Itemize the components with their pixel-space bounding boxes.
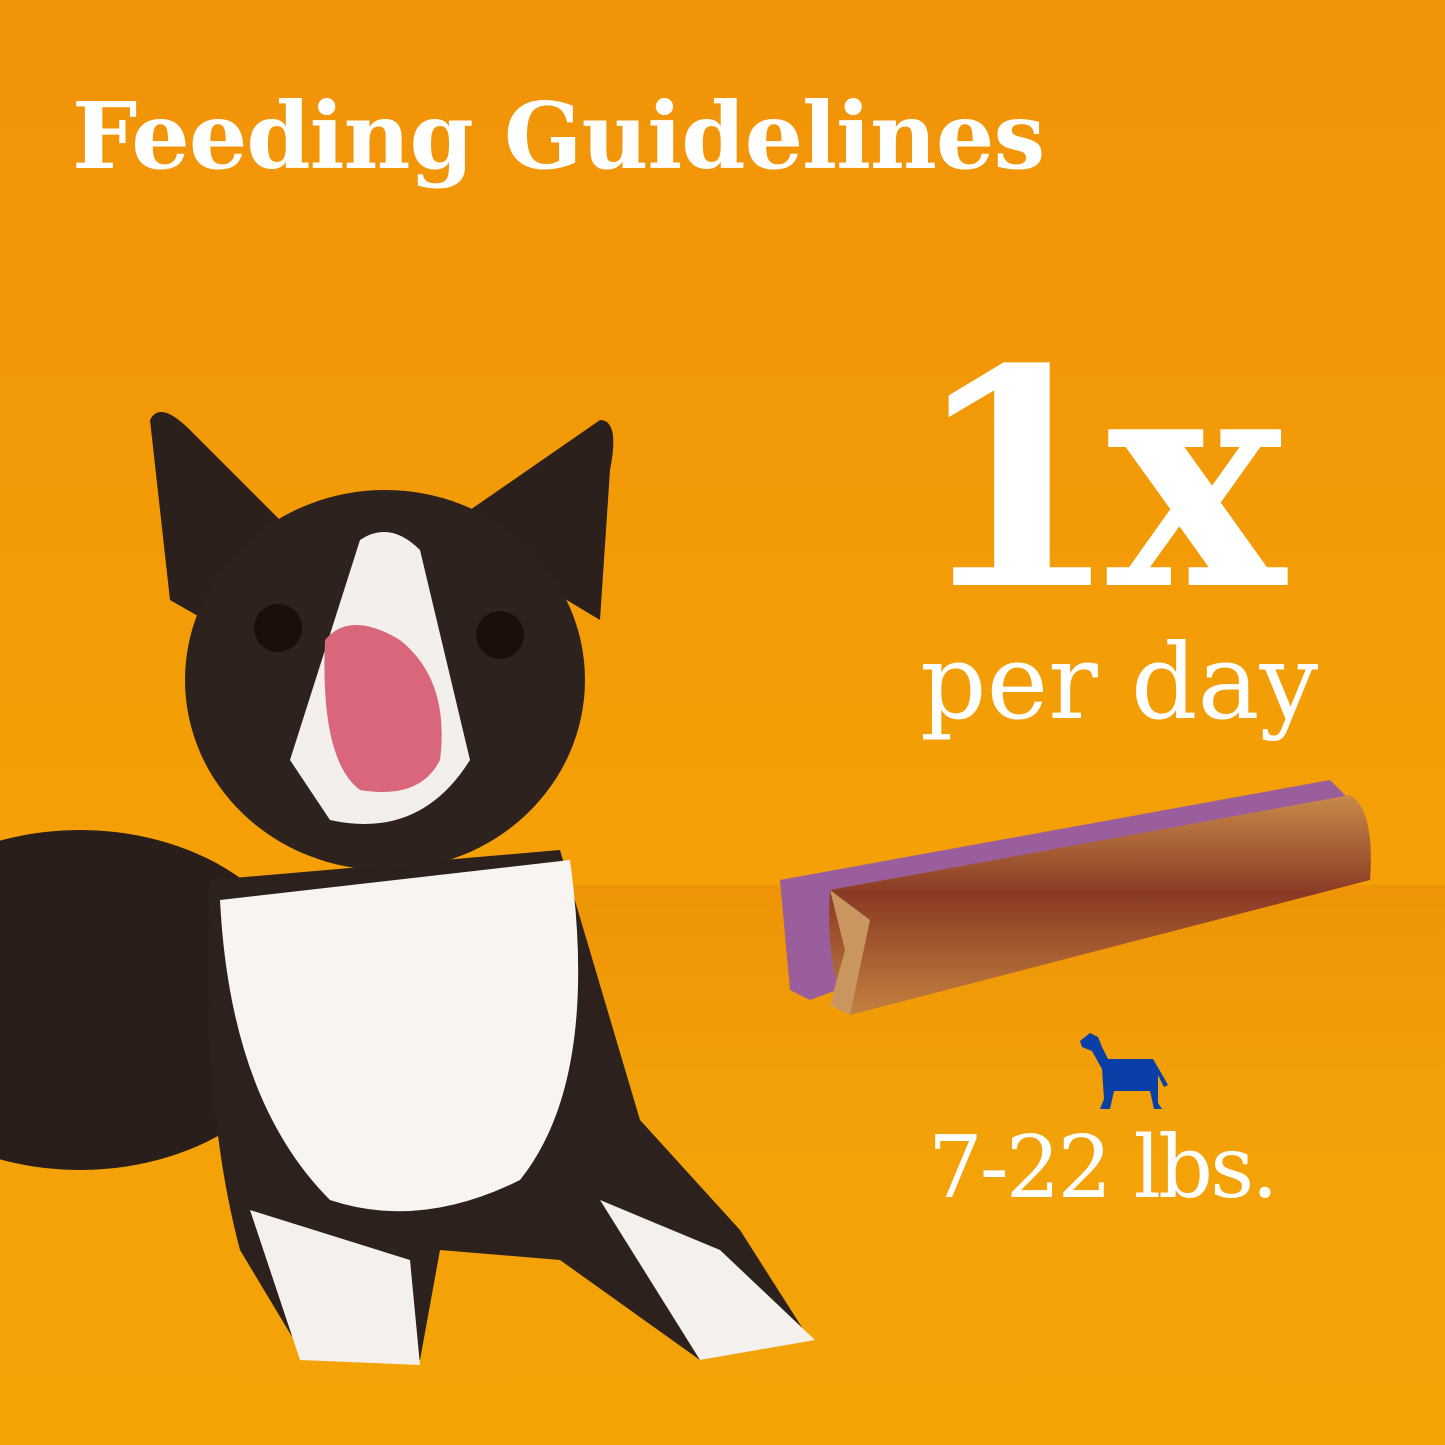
frequency-unit: per day — [920, 621, 1319, 743]
frequency-count: 1x — [912, 303, 1286, 656]
dog-silhouette-icon — [1080, 1033, 1168, 1109]
dog-photo — [0, 412, 815, 1365]
weight-range: 7-22 lbs. — [928, 1118, 1279, 1218]
page-title: Feeding Guidelines — [72, 82, 1045, 190]
dental-stick-image — [780, 780, 1371, 1015]
